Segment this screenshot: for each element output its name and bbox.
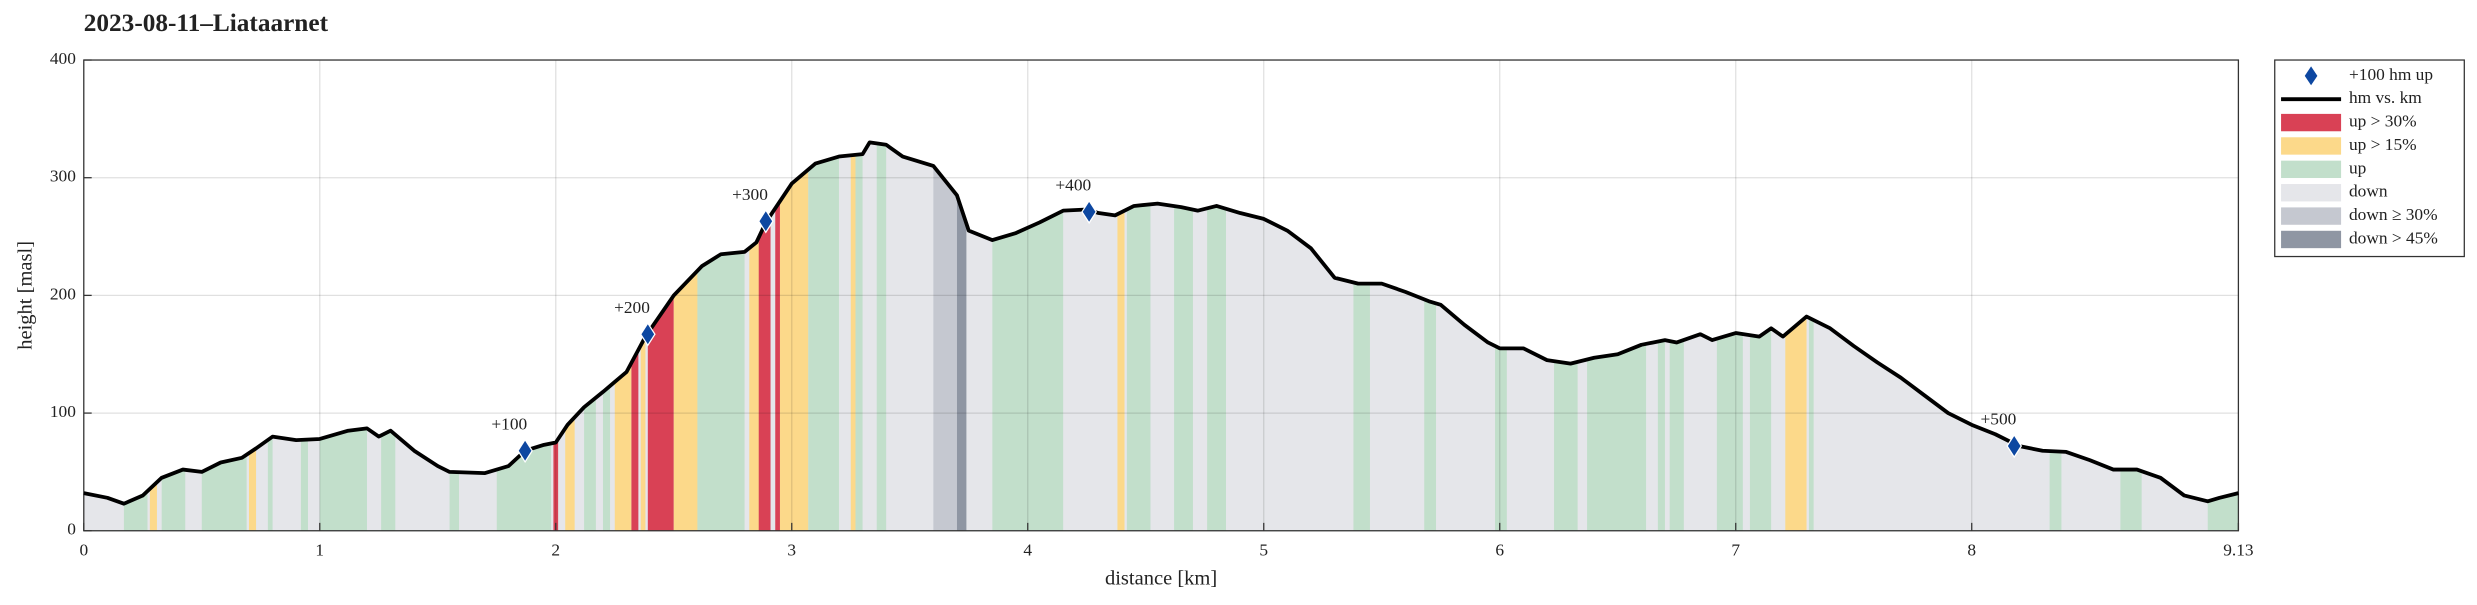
- plot-frame: [83, 59, 2240, 532]
- marker-label: +200: [614, 298, 650, 317]
- legend-label: +100 hm up: [2349, 65, 2433, 84]
- marker: [639, 322, 656, 347]
- band: [1808, 142, 1814, 531]
- legend-label: down > 45%: [2349, 228, 2438, 247]
- legend-label: up > 30%: [2349, 112, 2417, 131]
- marker: [2006, 433, 2023, 459]
- y-tick-label: 100: [50, 402, 76, 421]
- x-tick-label: 4: [1023, 540, 1032, 559]
- band: [808, 142, 839, 531]
- x-tick-label: 7: [1731, 540, 1740, 559]
- marker-label: +100: [491, 414, 527, 433]
- x-tick-label: 2: [551, 540, 560, 559]
- band: [1174, 142, 1193, 531]
- band: [933, 142, 957, 531]
- x-tick-label: 1: [315, 540, 324, 559]
- band: [756, 142, 771, 531]
- band: [1117, 142, 1125, 531]
- marker-label: +400: [1055, 176, 1091, 195]
- legend-label: down ≥ 30%: [2349, 205, 2438, 224]
- x-tick-label: 9.13: [2223, 540, 2253, 559]
- legend-marker: [2304, 66, 2318, 86]
- legend-label: hm vs. km: [2349, 88, 2422, 107]
- legend-label: up: [2349, 158, 2366, 177]
- x-tick-label: 8: [1967, 540, 1976, 559]
- legend-swatch: [2281, 160, 2342, 179]
- x-tick-label: 6: [1495, 540, 1504, 559]
- x-tick-label: 5: [1259, 540, 1268, 559]
- legend-label: down: [2349, 182, 2388, 201]
- band: [956, 142, 967, 531]
- x-tick-label: 0: [79, 540, 88, 559]
- band: [779, 142, 809, 531]
- marker: [517, 438, 533, 463]
- chart-title: 2023-08-11–Liataarnet: [84, 9, 329, 37]
- x-tick-label: 3: [787, 540, 796, 559]
- band: [876, 142, 887, 531]
- y-axis-label: height [masl]: [15, 241, 37, 350]
- marker: [757, 209, 774, 234]
- band: [1126, 142, 1151, 531]
- band: [749, 142, 759, 531]
- y-tick-label: 200: [50, 284, 76, 303]
- marker-label: +500: [1980, 410, 2016, 429]
- y-tick-label: 400: [50, 49, 76, 68]
- band: [1207, 142, 1226, 531]
- marker: [1081, 199, 1097, 225]
- legend-swatch: [2281, 207, 2342, 225]
- legend-swatch: [2281, 137, 2342, 155]
- x-axis-label: distance [km]: [1105, 567, 1217, 589]
- band: [855, 142, 863, 531]
- y-tick-label: 300: [50, 167, 76, 186]
- marker-label: +300: [732, 185, 768, 204]
- legend-label: up > 15%: [2349, 135, 2417, 154]
- y-tick-label: 0: [67, 520, 76, 539]
- band: [1424, 142, 1437, 531]
- legend-swatch: [2281, 230, 2342, 249]
- profile-line: [83, 140, 2239, 506]
- band: [850, 142, 856, 531]
- legend-swatch: [2281, 113, 2342, 132]
- band: [775, 142, 780, 531]
- legend-swatch: [2281, 184, 2342, 202]
